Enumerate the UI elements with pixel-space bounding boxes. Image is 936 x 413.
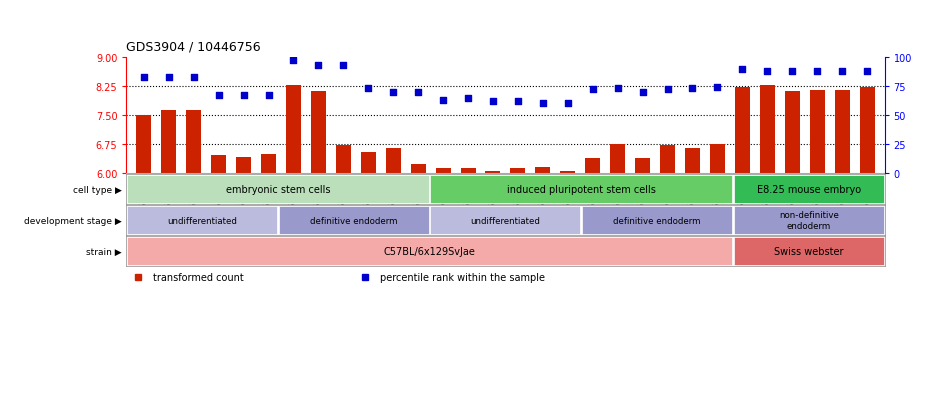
Text: undifferentiated: undifferentiated — [471, 216, 540, 225]
Bar — [431, 206, 580, 235]
Text: definitive endoderm: definitive endoderm — [310, 216, 398, 225]
Bar — [585, 159, 600, 173]
Point — [286, 58, 301, 64]
Point — [810, 69, 825, 75]
Bar — [734, 176, 884, 204]
Bar — [161, 111, 176, 173]
Text: transformed count: transformed count — [153, 272, 243, 282]
Bar — [784, 92, 799, 173]
Bar — [336, 146, 351, 173]
Text: non-definitive
endoderm: non-definitive endoderm — [779, 211, 839, 230]
Text: undifferentiated: undifferentiated — [168, 216, 237, 225]
Point — [561, 101, 576, 107]
Text: C57BL/6x129SvJae: C57BL/6x129SvJae — [384, 247, 475, 256]
Point — [835, 69, 850, 75]
Point — [212, 93, 227, 99]
Text: strain ▶: strain ▶ — [86, 247, 122, 256]
Bar — [486, 171, 501, 173]
Text: percentile rank within the sample: percentile rank within the sample — [380, 272, 546, 282]
Bar — [734, 206, 884, 235]
Point — [137, 74, 152, 81]
Point — [236, 93, 251, 99]
Point — [510, 98, 525, 105]
Point — [709, 85, 724, 91]
Bar — [386, 148, 401, 173]
Text: Swiss webster: Swiss webster — [774, 247, 843, 256]
Bar — [735, 88, 750, 173]
Bar — [127, 176, 429, 204]
Bar — [411, 165, 426, 173]
Point — [535, 101, 550, 107]
Bar — [709, 145, 724, 173]
Bar — [261, 154, 276, 173]
Bar — [734, 237, 884, 266]
Bar — [535, 168, 550, 173]
Text: embryonic stem cells: embryonic stem cells — [226, 185, 330, 195]
Bar — [859, 88, 874, 173]
Bar — [311, 92, 326, 173]
Bar — [582, 206, 732, 235]
Point — [760, 69, 775, 75]
Point — [261, 93, 276, 99]
Point — [411, 89, 426, 96]
Bar — [431, 176, 732, 204]
Point — [784, 69, 799, 75]
Point — [636, 89, 651, 96]
Point — [161, 74, 176, 81]
Bar — [760, 85, 775, 173]
Text: cell type ▶: cell type ▶ — [73, 185, 122, 194]
Point — [735, 66, 750, 73]
Point — [386, 89, 401, 96]
Point — [685, 86, 700, 93]
Bar — [127, 206, 277, 235]
Bar — [186, 111, 201, 173]
Bar — [685, 148, 700, 173]
Bar — [810, 90, 825, 173]
Point — [660, 87, 675, 93]
Text: E8.25 mouse embryo: E8.25 mouse embryo — [756, 185, 861, 195]
Bar — [636, 159, 651, 173]
Text: development stage ▶: development stage ▶ — [24, 216, 122, 225]
Bar — [360, 152, 375, 173]
Bar — [279, 206, 429, 235]
Bar — [510, 169, 525, 173]
Bar — [561, 171, 576, 173]
Bar — [610, 145, 625, 173]
Point — [435, 97, 450, 104]
Point — [585, 87, 600, 93]
Point — [360, 86, 375, 93]
Point — [610, 86, 625, 93]
Point — [186, 74, 201, 81]
Point — [311, 63, 326, 69]
Bar — [212, 156, 227, 173]
Bar — [835, 90, 850, 173]
Text: definitive endoderm: definitive endoderm — [613, 216, 701, 225]
Bar — [435, 169, 450, 173]
Point — [461, 95, 475, 102]
Text: GDS3904 / 10446756: GDS3904 / 10446756 — [126, 41, 261, 54]
Bar — [236, 158, 251, 173]
Bar — [461, 169, 475, 173]
Point — [336, 63, 351, 69]
Bar — [127, 237, 732, 266]
Point — [859, 69, 874, 75]
Bar — [286, 85, 301, 173]
Bar — [137, 116, 152, 173]
Text: induced pluripotent stem cells: induced pluripotent stem cells — [506, 185, 656, 195]
Bar — [660, 146, 675, 173]
Point — [486, 98, 501, 105]
